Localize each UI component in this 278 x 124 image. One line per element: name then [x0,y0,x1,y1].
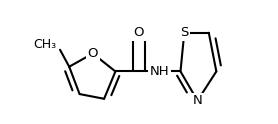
Text: NH: NH [150,65,170,78]
Text: O: O [134,26,144,39]
Text: S: S [180,26,188,39]
Text: N: N [193,94,202,107]
Text: O: O [88,47,98,60]
Text: CH₃: CH₃ [33,38,56,51]
